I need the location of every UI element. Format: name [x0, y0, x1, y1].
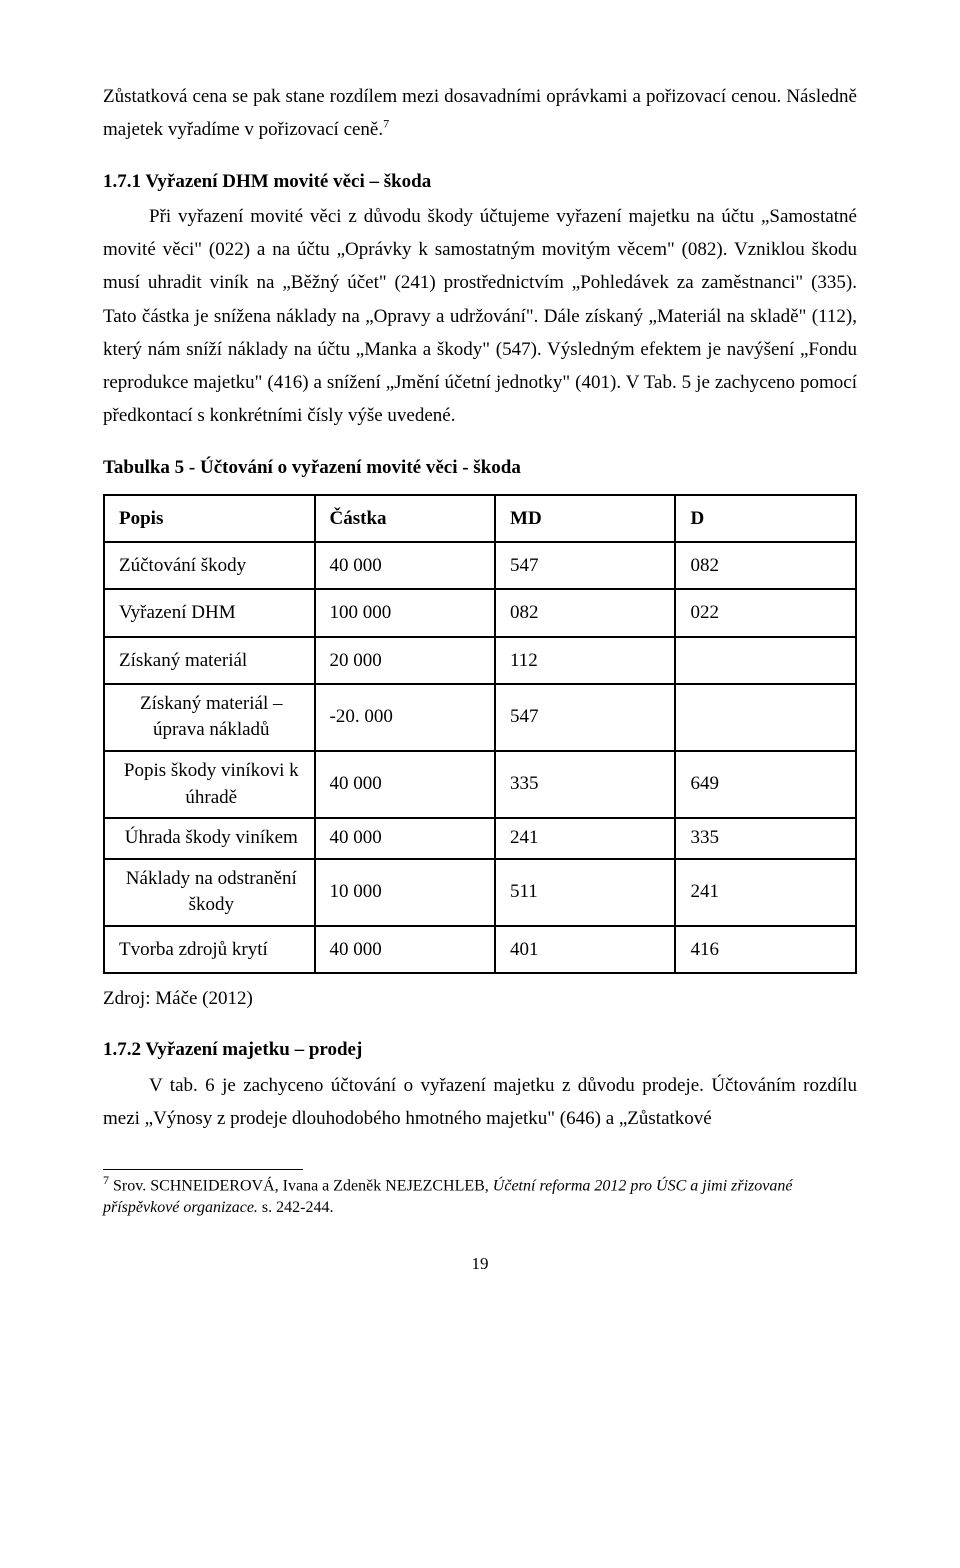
table-cell: 547 — [495, 542, 675, 589]
table-cell — [675, 684, 856, 751]
table-source: Zdroj: Máče (2012) — [103, 982, 857, 1015]
table-cell: 40 000 — [315, 926, 495, 973]
table-row: Získaný materiál – úprava nákladů-20. 00… — [104, 684, 856, 751]
accounting-table: Popis Částka MD D Zúčtování škody40 0005… — [103, 494, 857, 974]
th-d: D — [675, 495, 856, 542]
table-cell: 241 — [675, 859, 856, 926]
table-row: Vyřazení DHM100 000082022 — [104, 589, 856, 636]
table-cell: 112 — [495, 637, 675, 684]
table-cell: Získaný materiál – úprava nákladů — [104, 684, 315, 751]
table-row: Zúčtování škody40 000547082 — [104, 542, 856, 589]
table-cell: 10 000 — [315, 859, 495, 926]
table-row: Náklady na odstranění škody10 000511241 — [104, 859, 856, 926]
table-cell: Získaný materiál — [104, 637, 315, 684]
table-cell: 547 — [495, 684, 675, 751]
table-cell: Náklady na odstranění škody — [104, 859, 315, 926]
table-cell: 416 — [675, 926, 856, 973]
table-cell: Popis škody viníkovi k úhradě — [104, 751, 315, 818]
table-cell: 241 — [495, 818, 675, 859]
heading-1-7-1: 1.7.1 Vyřazení DHM movité věci – škoda — [103, 165, 857, 198]
table-cell: Vyřazení DHM — [104, 589, 315, 636]
table-row: Získaný materiál20 000112 — [104, 637, 856, 684]
section-1-paragraph: Při vyřazení movité věci z důvodu škody … — [103, 200, 857, 433]
footnote-separator — [103, 1169, 303, 1170]
table-cell: 335 — [675, 818, 856, 859]
intro-paragraph: Zůstatková cena se pak stane rozdílem me… — [103, 80, 857, 147]
th-popis: Popis — [104, 495, 315, 542]
footnote-7: 7 Srov. SCHNEIDEROVÁ, Ivana a Zdeněk NEJ… — [103, 1172, 857, 1219]
page-number: 19 — [103, 1249, 857, 1279]
table-cell: 20 000 — [315, 637, 495, 684]
table-row: Popis škody viníkovi k úhradě40 00033564… — [104, 751, 856, 818]
heading-1-7-2: 1.7.2 Vyřazení majetku – prodej — [103, 1033, 857, 1066]
table-cell: 401 — [495, 926, 675, 973]
table-cell: 511 — [495, 859, 675, 926]
table-cell: Úhrada škody viníkem — [104, 818, 315, 859]
table-row: Tvorba zdrojů krytí40 000401416 — [104, 926, 856, 973]
table-cell: 649 — [675, 751, 856, 818]
table-caption: Tabulka 5 - Účtování o vyřazení movité v… — [103, 451, 857, 484]
table-cell: 100 000 — [315, 589, 495, 636]
table-cell: Zúčtování škody — [104, 542, 315, 589]
table-cell: Tvorba zdrojů krytí — [104, 926, 315, 973]
intro-footref: 7 — [383, 117, 389, 131]
table-cell: 082 — [495, 589, 675, 636]
table-cell — [675, 637, 856, 684]
intro-text: Zůstatková cena se pak stane rozdílem me… — [103, 86, 857, 140]
table-cell: 40 000 — [315, 751, 495, 818]
footnote-text-b: s. 242-244. — [258, 1199, 334, 1216]
footnote-text-a: Srov. SCHNEIDEROVÁ, Ivana a Zdeněk NEJEZ… — [109, 1177, 493, 1194]
table-cell: 335 — [495, 751, 675, 818]
table-row: Úhrada škody viníkem40 000241335 — [104, 818, 856, 859]
th-castka: Částka — [315, 495, 495, 542]
section-2-paragraph: V tab. 6 je zachyceno účtování o vyřazen… — [103, 1069, 857, 1136]
table-cell: -20. 000 — [315, 684, 495, 751]
table-cell: 40 000 — [315, 818, 495, 859]
table-cell: 022 — [675, 589, 856, 636]
table-cell: 40 000 — [315, 542, 495, 589]
table-cell: 082 — [675, 542, 856, 589]
th-md: MD — [495, 495, 675, 542]
table-header-row: Popis Částka MD D — [104, 495, 856, 542]
